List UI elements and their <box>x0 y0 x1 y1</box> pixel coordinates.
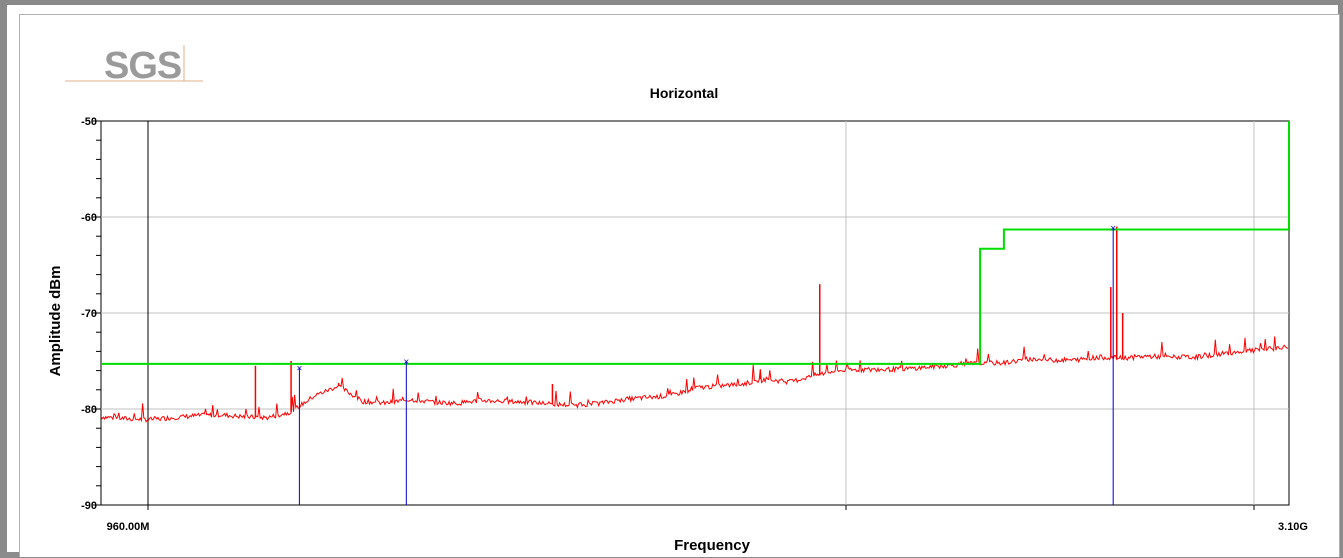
x-tick-label-end: 3.10G <box>1278 521 1308 533</box>
marker-x: × <box>296 364 302 375</box>
marker-x: × <box>1110 224 1116 235</box>
x-tick-label-start: 960.00M <box>107 521 150 533</box>
y-tick-label: -70 <box>81 308 97 320</box>
sgs-logo: SGS <box>104 45 182 87</box>
y-tick-label: -90 <box>81 500 97 512</box>
limit-line <box>101 121 1290 365</box>
chart-panel: Horizontal Amplitude dBm Frequency 960.0… <box>19 14 1340 557</box>
y-tick-label: -80 <box>81 404 97 416</box>
x-axis-label: Frequency <box>674 537 751 554</box>
y-axis-label: Amplitude dBm <box>47 266 64 377</box>
trace-line <box>100 336 1289 423</box>
chart-title: Horizontal <box>650 85 718 101</box>
marker-x: × <box>403 357 409 368</box>
y-tick-label: -50 <box>81 116 97 128</box>
chart-svg: Horizontal Amplitude dBm Frequency 960.0… <box>47 45 1308 554</box>
y-tick-label: -60 <box>81 212 97 224</box>
